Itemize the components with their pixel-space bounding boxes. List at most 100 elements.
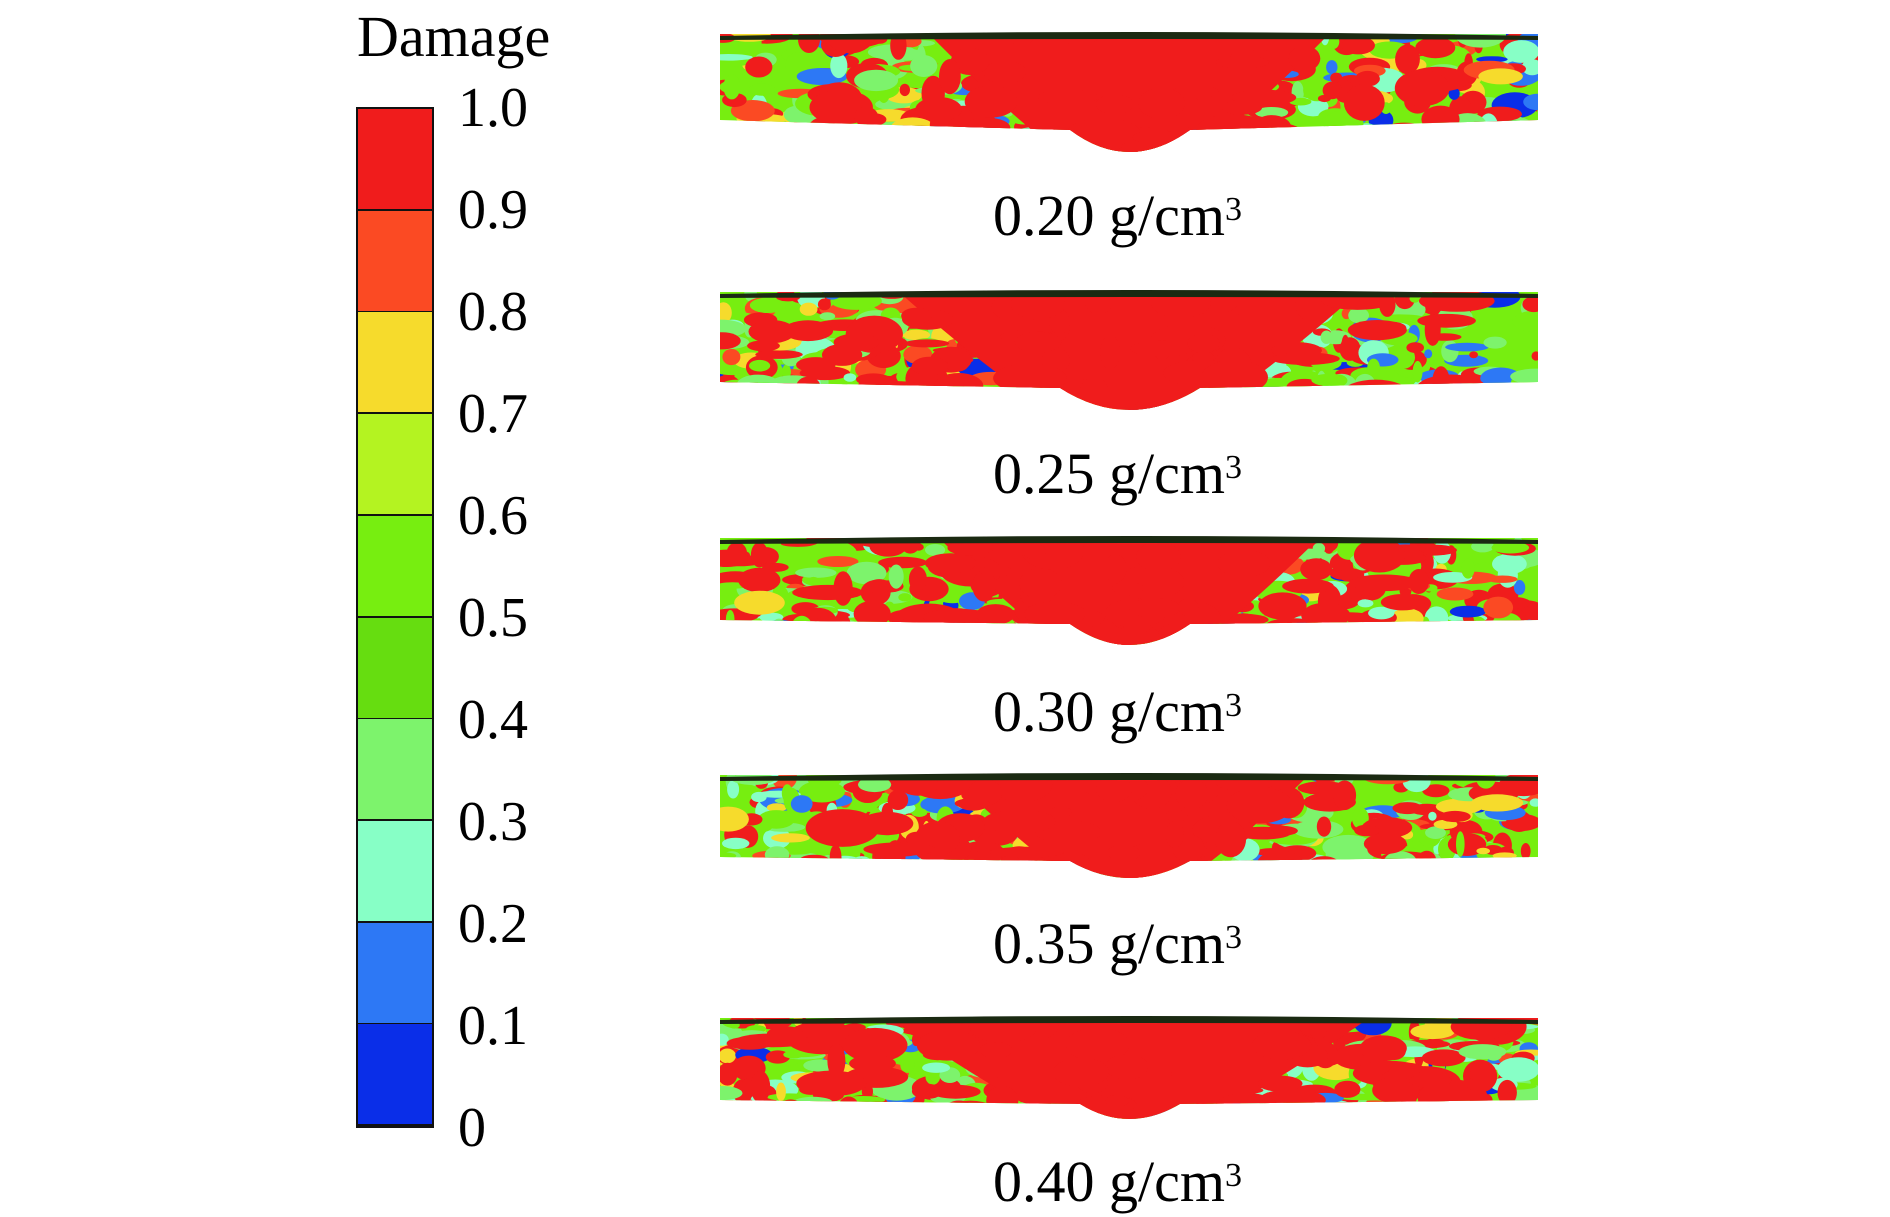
contour-blob [766, 619, 796, 632]
contour-blob [908, 872, 955, 878]
contour-blob [829, 844, 842, 870]
contour-blob [1531, 351, 1538, 361]
contour-blob [1498, 394, 1514, 405]
contour-blob [1375, 628, 1399, 637]
contour-blob [1406, 1112, 1425, 1119]
contour-blob [1366, 409, 1385, 410]
colorbar-tick-label: 0.4 [458, 689, 528, 751]
contour-blob [1029, 400, 1041, 410]
contour-blob [1173, 864, 1222, 877]
contour-blob [1404, 153, 1438, 167]
contour-blob [932, 630, 981, 645]
contour-blob [771, 1103, 806, 1119]
contour-blob [920, 795, 965, 814]
contour-blob [1231, 644, 1275, 645]
contour-blob [843, 1106, 868, 1119]
contour-blob [770, 139, 780, 152]
contour-blob [1210, 623, 1234, 640]
contour-blob [929, 858, 946, 868]
contour-blob [904, 654, 938, 663]
contour-blob [1021, 640, 1062, 645]
contour-blob [1447, 1104, 1467, 1119]
contour-blob [1334, 155, 1385, 162]
damage-core-blob [932, 1106, 979, 1119]
contour-blob [1247, 414, 1261, 438]
contour-blob [798, 152, 846, 174]
contour-blob [918, 1108, 966, 1119]
contour-blob [936, 404, 988, 410]
contour-blob [1331, 413, 1352, 433]
damage-core-blob [1095, 94, 1134, 115]
damage-core-blob [854, 106, 879, 127]
contour-blob [1331, 651, 1364, 673]
contour-blob [1292, 646, 1313, 656]
contour-blob [1300, 420, 1348, 432]
contour-blob [1397, 1116, 1418, 1119]
contour-blob [907, 655, 930, 662]
contour-blob [801, 643, 853, 645]
contour-blob [774, 1101, 802, 1119]
contour-blob [1459, 1109, 1496, 1119]
damage-core-blob [976, 604, 1015, 625]
contour-blob [911, 808, 928, 817]
contour-blob [1484, 856, 1521, 875]
contour-blob [852, 623, 875, 645]
contour-blob [1386, 624, 1424, 640]
damage-core-blob [950, 47, 990, 75]
contour-blob [775, 162, 820, 173]
damage-core-blob [1394, 70, 1450, 107]
contour-blob [932, 411, 950, 436]
contour-blob [720, 121, 738, 134]
contour-blob [720, 1033, 729, 1046]
damage-core-blob [1172, 84, 1219, 99]
damage-core-blob [1341, 36, 1375, 55]
contour-blob [867, 390, 880, 410]
contour-blob [804, 630, 851, 643]
damage-core-blob [911, 1083, 943, 1099]
contour-blob [817, 619, 864, 641]
contour-blob [1447, 133, 1473, 143]
damage-core-blob [842, 1027, 908, 1063]
damage-core-blob [916, 1030, 980, 1061]
contour-blob [720, 375, 741, 397]
contour-blob [866, 1122, 898, 1134]
contour-blob [1252, 877, 1283, 878]
contour-blob [888, 564, 904, 589]
contour-blob [1429, 862, 1464, 878]
contour-blob [1184, 164, 1236, 174]
contour-blob [855, 142, 890, 152]
contour-blob [1289, 621, 1314, 644]
contour-blob [1002, 654, 1018, 672]
contour-blob [1410, 1024, 1455, 1040]
damage-core-blob [1257, 1075, 1303, 1092]
contour-blob [903, 620, 939, 642]
damage-core-blob [922, 630, 988, 645]
contour-blob [1367, 125, 1403, 144]
damage-core-blob [825, 868, 875, 878]
contour-blob [846, 387, 857, 395]
contour-blob [1436, 587, 1474, 601]
damage-core-blob [1052, 1057, 1109, 1087]
contour-blob [1506, 1102, 1530, 1119]
contour-blob [978, 860, 1023, 878]
contour-blob [1303, 153, 1315, 172]
damage-core-blob [929, 630, 948, 645]
damage-core-blob [853, 600, 891, 627]
contour-blob [1393, 641, 1408, 645]
contour-blob [826, 640, 840, 645]
colorbar-tick-label: 0.2 [458, 893, 528, 955]
contour-blob [1334, 853, 1351, 872]
contour-blob [1488, 629, 1535, 645]
contour-blob [1364, 1115, 1394, 1119]
contour-blob [946, 878, 959, 893]
contour-blob [958, 413, 986, 422]
contour-blob [1267, 1104, 1313, 1118]
damage-core-blob [1288, 45, 1321, 72]
contour-blob [749, 34, 762, 55]
contour-blob [1384, 870, 1428, 878]
contour-blob [1365, 645, 1412, 670]
contour-blob [1453, 621, 1467, 645]
contour-blob [1278, 157, 1289, 169]
damage-core-blob [890, 140, 967, 152]
damage-core-blob [1339, 870, 1389, 878]
